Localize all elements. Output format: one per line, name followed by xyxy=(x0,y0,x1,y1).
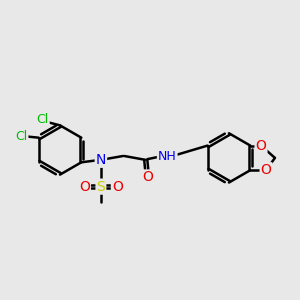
Text: O: O xyxy=(256,139,266,153)
Text: S: S xyxy=(97,180,105,194)
Text: O: O xyxy=(112,180,123,194)
Text: O: O xyxy=(79,180,90,194)
Text: Cl: Cl xyxy=(37,113,49,126)
Text: Cl: Cl xyxy=(15,130,27,142)
Text: N: N xyxy=(96,153,106,167)
Text: NH: NH xyxy=(158,149,177,163)
Text: O: O xyxy=(261,163,272,177)
Text: O: O xyxy=(142,170,153,184)
